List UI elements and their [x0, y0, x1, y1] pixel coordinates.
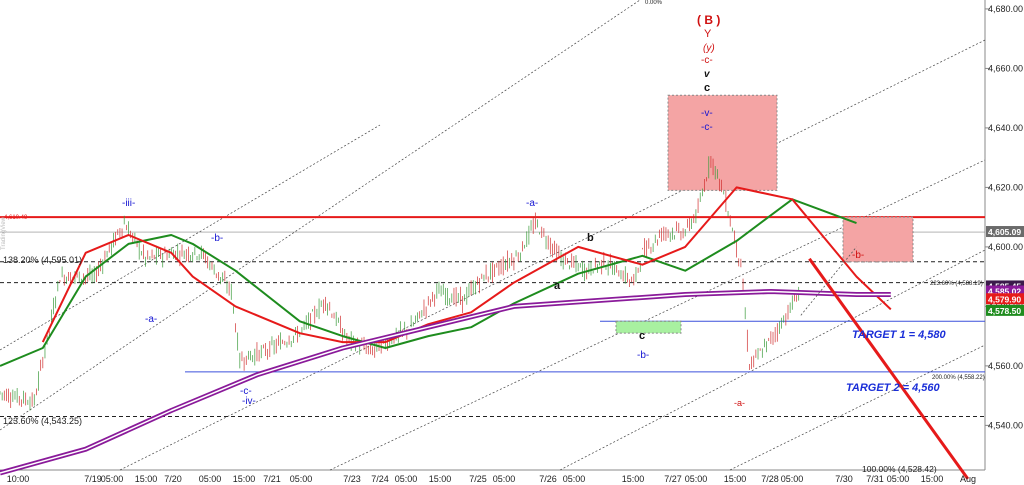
x-tick-label: 05:00: [563, 474, 586, 484]
price-tag-box: [986, 226, 1024, 238]
x-tick-label: 7/20: [164, 474, 182, 484]
wave-b-red-label: -b-: [852, 250, 864, 261]
fib-0-label: 0.00%: [645, 0, 663, 6]
fib-138-label: 138.20% (4,595.01): [3, 255, 82, 265]
x-tick-label: 7/23: [343, 474, 361, 484]
x-tick-label: 7/31: [866, 474, 884, 484]
x-tick-label: 05:00: [290, 474, 313, 484]
x-tick-label: 05:00: [395, 474, 418, 484]
y-tick-label: 4,680.00: [988, 4, 1023, 14]
red-level-label: 4,610.49: [4, 215, 28, 221]
channel-line: [119, 39, 986, 471]
x-tick-label: 15:00: [135, 474, 158, 484]
channel-line: [329, 159, 986, 471]
x-tick-label: 15:00: [622, 474, 645, 484]
price-tag-label: 4,605.09: [988, 227, 1021, 237]
y-tick-label: 4,600.00: [988, 242, 1023, 252]
wave-v-black-label: v: [704, 69, 711, 80]
fib-223-label: 223.60% (4,588.19): [930, 281, 983, 287]
wave-c-zone: [667, 94, 778, 191]
price-tag-label: 4,585.02: [988, 287, 1021, 297]
x-tick-label: 10:00: [7, 474, 30, 484]
x-tick-label: 15:00: [921, 474, 944, 484]
series-line-band-inner: [0, 290, 891, 474]
channel-line: [0, 0, 641, 431]
price-tag-box: [986, 285, 1024, 297]
target-2-label: TARGET 2 = 4,560: [846, 382, 941, 394]
wave-v-label: -v-: [701, 108, 713, 119]
x-tick-label: 15:00: [233, 474, 256, 484]
wave-b-bottom-label: -b-: [637, 350, 649, 361]
series-line: [0, 198, 857, 367]
fib-200-label: 200.00% (4,558.22): [932, 375, 985, 381]
wave-b-zone: [842, 216, 914, 263]
x-tick-label: 05:00: [199, 474, 222, 484]
price-tags: 4,605.094,585.454,585.024,579.904,578.50: [986, 226, 1024, 316]
wave-c-top-label: c: [704, 82, 710, 94]
zone-boxes: [615, 94, 914, 334]
watermark: TradingView: [1, 216, 7, 250]
wave-B-label: ( B ): [697, 13, 720, 27]
x-tick-label: 7/26: [539, 474, 557, 484]
wave-a-red-label: -a-: [734, 398, 745, 408]
wave-iii-label: -iii-: [122, 198, 135, 209]
projection-arrow: [800, 246, 970, 480]
channel-line: [729, 344, 986, 471]
x-tick-label: 05:00: [493, 474, 516, 484]
x-tick-label: 7/30: [835, 474, 853, 484]
wave-c-red-label: -c-: [701, 55, 713, 66]
x-tick-label: 05:00: [101, 474, 124, 484]
fib-123-label: 123.60% (4,543.25): [3, 416, 82, 426]
x-tick-label: Aug: [960, 474, 976, 484]
wave-a-black-label: a: [554, 280, 561, 292]
wave-c-black-label: c: [639, 330, 645, 342]
x-tick-label: 7/21: [263, 474, 281, 484]
moving-average-series: [0, 186, 892, 476]
y-tick-label: 4,620.00: [988, 182, 1023, 192]
x-tick-label: 05:00: [685, 474, 708, 484]
series-line: [41, 186, 892, 344]
fib-100-label: 100.00% (4,528.42): [862, 464, 937, 474]
wave-iv-label: -iv-: [242, 396, 256, 407]
price-tag-box: [986, 293, 1024, 305]
wave-b-black-label: b: [587, 232, 594, 244]
wave-a-label: -a-: [145, 314, 157, 325]
x-tick-label: 7/24: [371, 474, 389, 484]
x-tick-label: 05:00: [781, 474, 804, 484]
trend-channel-lines: [0, 0, 986, 471]
x-tick-label: 7/27: [664, 474, 682, 484]
wave-Y-label: Y: [704, 28, 712, 40]
wave-y-label: (y): [703, 43, 715, 54]
price-tag-label: 4,578.50: [988, 306, 1021, 316]
wave-a-top-label: -a-: [526, 198, 538, 209]
x-tick-label: 7/28: [761, 474, 779, 484]
y-tick-label: 4,660.00: [988, 63, 1023, 73]
price-bars: [0, 156, 800, 411]
x-tick-label: 05:00: [887, 474, 910, 484]
x-tick-label: 15:00: [429, 474, 452, 484]
x-tick-label: 7/25: [469, 474, 487, 484]
x-tick-label: 7/19: [84, 474, 102, 484]
y-tick-label: 4,640.00: [988, 123, 1023, 133]
projection-guide: [800, 246, 857, 316]
price-tag-box: [986, 304, 1024, 316]
wave-c-blue-label: -c-: [701, 122, 713, 133]
y-tick-label: 4,540.00: [988, 420, 1023, 430]
price-tag-label: 4,579.90: [988, 294, 1021, 304]
y-tick-label: 4,560.00: [988, 361, 1023, 371]
wave-c-label: -c-: [240, 386, 252, 397]
projection-line: [808, 257, 970, 480]
wave-c-support-zone: [615, 320, 682, 334]
wave-b-label: -b-: [211, 233, 223, 244]
x-tick-label: 15:00: [724, 474, 747, 484]
target-1-label: TARGET 1 = 4,580: [852, 329, 947, 341]
